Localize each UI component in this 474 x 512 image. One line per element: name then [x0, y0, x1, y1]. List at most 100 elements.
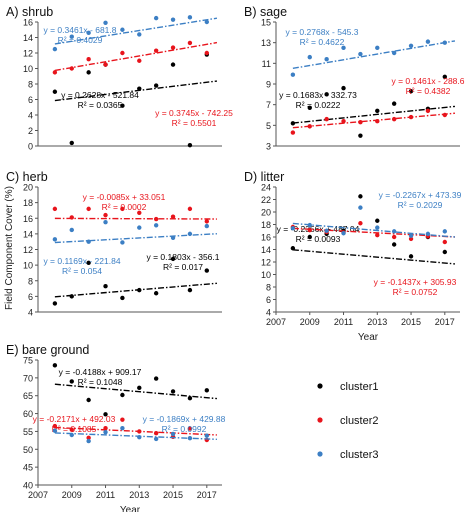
panel-bare-ground: E) bare ground 40 45 50 55 60 65 70 75 2007 2009 20… — [6, 343, 226, 512]
y-tick-label: 15 — [261, 18, 271, 28]
y-tick-label: 24 — [261, 183, 271, 193]
data-point — [187, 287, 193, 293]
y-tick-label: 12 — [261, 258, 271, 268]
data-point — [425, 108, 431, 114]
data-point — [137, 225, 142, 230]
y-tick-label: 4 — [28, 308, 33, 318]
data-point — [137, 385, 142, 391]
data-point — [170, 235, 176, 240]
data-point — [52, 237, 58, 242]
data-point — [187, 396, 193, 401]
data-point — [187, 143, 193, 148]
data-point — [69, 140, 74, 146]
data-point — [425, 39, 431, 44]
series-cluster1: y = 0.1803x - 356.1R² = 0.017 — [52, 252, 220, 306]
data-point — [52, 70, 58, 75]
data-point — [307, 234, 312, 240]
y-tick-label: 6 — [266, 295, 271, 305]
y-tick-label: 18 — [261, 220, 271, 230]
y-tick-label: 9 — [266, 80, 271, 90]
data-point — [120, 27, 125, 32]
data-point — [120, 50, 125, 56]
data-point — [120, 295, 125, 301]
data-point — [341, 231, 346, 236]
data-point — [69, 227, 74, 233]
y-tick-label: 10 — [261, 270, 271, 280]
data-point — [137, 86, 142, 91]
data-point — [408, 233, 414, 238]
y-tick-label: 55 — [23, 427, 33, 437]
data-point — [307, 222, 312, 228]
trend-equation: y = 0.3461x - 681.8 — [43, 25, 116, 35]
data-point — [69, 34, 74, 39]
data-point — [408, 114, 414, 120]
panel-title: D) litter — [244, 170, 284, 184]
trend-equation: y = -0.1869x + 429.88 — [143, 414, 226, 424]
y-tick-label: 8 — [28, 276, 33, 286]
data-point — [358, 194, 363, 199]
y-tick-label: 3 — [266, 142, 271, 152]
x-tick-label: 2011 — [96, 490, 115, 500]
data-point — [153, 48, 159, 53]
trendline — [54, 41, 218, 72]
data-point — [69, 215, 74, 220]
data-point — [103, 426, 108, 431]
data-point — [408, 89, 414, 94]
trend-equation: y = 0.1683x - 332.73 — [279, 90, 357, 100]
data-point — [204, 223, 210, 229]
y-tick-label: 7 — [266, 100, 271, 110]
data-point — [324, 228, 329, 233]
data-point — [290, 72, 296, 77]
trend-r2: R² = 0.5501 — [172, 118, 217, 128]
y-tick-label: 12 — [23, 245, 33, 255]
data-point — [391, 234, 397, 240]
trendline — [54, 282, 217, 298]
data-point — [120, 417, 125, 422]
data-point — [153, 431, 159, 436]
trend-equation: y = -0.1437x + 305.93 — [374, 277, 457, 287]
data-point — [170, 62, 176, 67]
trend-r2: R² = 0.1085 — [52, 424, 97, 434]
y-tick-label: 6 — [28, 292, 33, 302]
data-point — [86, 70, 91, 75]
data-point — [358, 205, 363, 210]
data-point — [307, 227, 312, 233]
data-point — [187, 206, 193, 212]
data-point — [137, 434, 142, 440]
data-point — [137, 429, 142, 434]
legend-item-cluster2: cluster2 — [317, 415, 379, 427]
data-point — [153, 291, 159, 296]
data-point — [137, 32, 142, 37]
legend-item-cluster3: cluster3 — [317, 449, 379, 461]
y-tick-label: 75 — [23, 356, 33, 366]
data-point — [52, 46, 58, 52]
data-point — [52, 428, 58, 433]
x-tick-label: 2015 — [401, 317, 421, 327]
trend-equation: y = -0.2356x + 487.04 — [277, 224, 360, 234]
trend-r2: R² = 0.0992 — [162, 424, 207, 434]
data-point — [375, 225, 380, 230]
legend-label: cluster3 — [340, 449, 379, 461]
trend-r2: R² = 0.4382 — [406, 86, 451, 96]
data-point — [290, 121, 296, 126]
data-point — [187, 426, 193, 431]
data-point — [358, 51, 363, 57]
data-point — [408, 236, 414, 242]
data-point — [375, 218, 380, 223]
y-tick-label: 11 — [262, 59, 271, 69]
data-point — [153, 216, 159, 222]
data-point — [137, 58, 142, 63]
data-point — [391, 101, 397, 106]
data-point — [69, 379, 74, 384]
trend-r2: R² = 0.0002 — [102, 202, 147, 212]
legend-marker — [317, 383, 323, 389]
data-point — [120, 103, 125, 108]
y-tick-label: 2 — [28, 126, 33, 136]
x-tick-label: 2009 — [62, 490, 82, 500]
data-point — [187, 40, 193, 46]
